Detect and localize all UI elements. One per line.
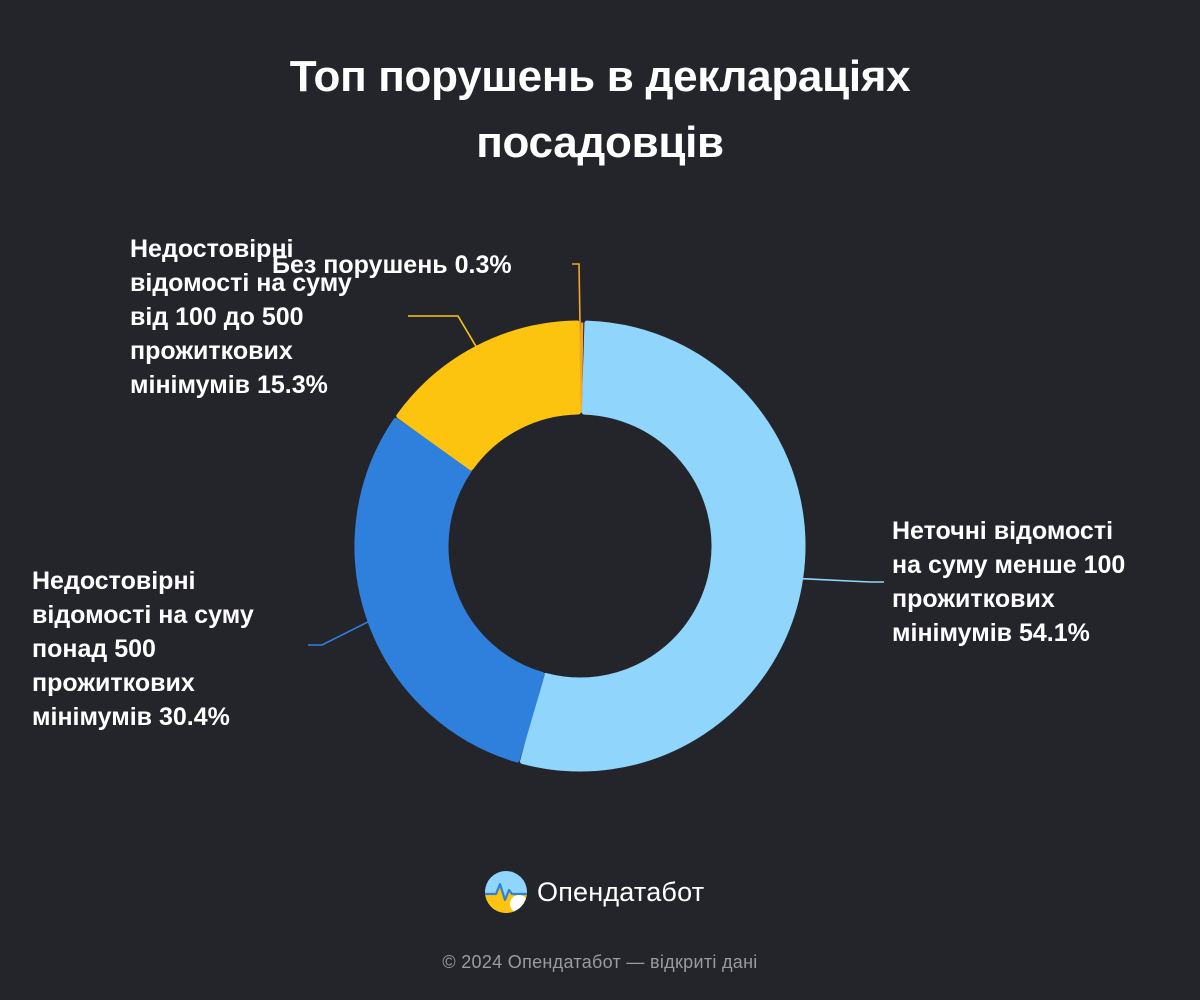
slice-label-line: відомості на суму xyxy=(32,601,254,629)
chart-title: Топ порушень в деклараціях посадовців xyxy=(0,44,1200,176)
label-unreliable-over-500: Недостовірні відомості на суму понад 500 пр… xyxy=(32,564,254,734)
label-no-violations: Без порушень 0.3% xyxy=(272,248,512,282)
slice-unreliable-100-500 xyxy=(396,320,581,471)
slice-label-line: понад 500 xyxy=(32,635,156,663)
chart-title-line-1: Топ порушень в деклараціях xyxy=(289,52,911,101)
slice-label-line: на суму менше 100 xyxy=(892,551,1126,579)
slice-unreliable-over-500 xyxy=(354,417,545,763)
slice-label-line: відомості на суму xyxy=(130,269,352,297)
label-inaccurate-under-100: Неточні відомості на суму менше 100 прожит… xyxy=(892,514,1125,650)
slice-label-line: прожиткових xyxy=(892,585,1055,613)
slice-inaccurate-under-100 xyxy=(519,320,806,772)
footer-copyright: © 2024 Опендатабот — відкриті дані xyxy=(442,952,758,972)
slice-label-line: Без порушень 0.3% xyxy=(272,251,512,279)
brand: Опендатабот xyxy=(484,870,704,914)
chart-title-line-2: посадовців xyxy=(476,118,724,167)
opendatabot-logo-icon xyxy=(485,871,527,913)
slice-label-line: мінімумів 54.1% xyxy=(892,619,1090,647)
leader-line xyxy=(408,315,477,347)
slice-label-line: Недостовірні xyxy=(130,235,294,263)
slice-label-line: від 100 до 500 xyxy=(130,303,304,331)
slice-label-line: прожиткових xyxy=(130,337,293,365)
slice-label-line: мінімумів 15.3% xyxy=(130,371,328,399)
slice-label-line: прожиткових xyxy=(32,669,195,697)
brand-name: Опендатабот xyxy=(537,876,705,907)
leader-line xyxy=(572,263,583,405)
leader-line xyxy=(802,577,884,583)
slice-label-line: Неточні відомості xyxy=(892,517,1114,545)
slice-label-line: Недостовірні xyxy=(32,567,196,595)
label-unreliable-100-500: Недостовірні відомості на суму від 100 до … xyxy=(130,232,352,402)
leader-line xyxy=(308,621,369,646)
slice-label-line: мінімумів 30.4% xyxy=(32,703,230,731)
